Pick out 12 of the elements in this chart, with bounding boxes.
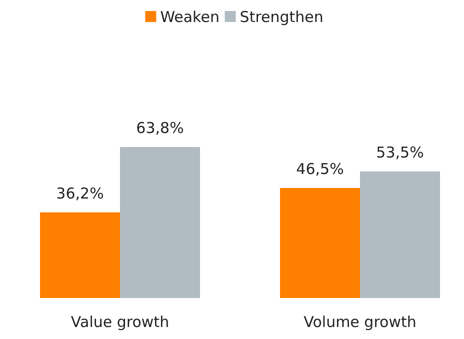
bar xyxy=(40,212,120,298)
x-tick-label: Volume growth xyxy=(304,313,416,331)
data-label: 63,8% xyxy=(136,119,184,137)
data-label: 53,5% xyxy=(376,143,424,162)
data-label: 46,5% xyxy=(296,160,344,178)
x-tick-label: Value growth xyxy=(70,313,170,331)
bar xyxy=(120,147,200,298)
data-label: 36,2% xyxy=(56,184,104,202)
legend-label: Weaken xyxy=(160,8,220,26)
bar xyxy=(280,188,360,298)
legend-label: Strengthen xyxy=(240,8,324,26)
bar xyxy=(360,171,440,298)
